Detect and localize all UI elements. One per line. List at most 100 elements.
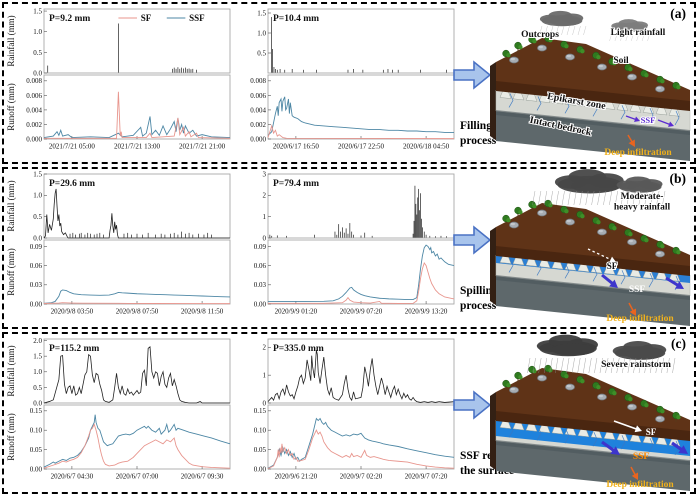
rock-highlight [628,404,633,408]
rain-series-line [43,345,230,404]
ssf-series-line [267,417,455,469]
rain-ytick-label: 1.0 [33,28,42,36]
runoff-ytick-label: 0.006 [250,92,266,100]
chart-block-c-right: 0 1 2 0.00 0.05 0.10 0.15 2020/9/6 21:20 2020/9/… [234,334,458,492]
sf-series-line [43,423,231,469]
runoff-ytick-label: 0.10 [254,427,267,435]
tree-canopy [548,203,553,208]
rain-streak [532,357,536,374]
tree-canopy [628,397,633,402]
rain-ytick-label: 2 [263,344,267,352]
rain-streak [641,32,645,42]
fissure-flow-line [648,438,654,453]
rain-streak [644,357,648,374]
rainfall-axis-title: Rainfall (mm) [6,345,16,396]
cloud-puff [550,17,581,26]
intact-bedrock-layer [496,440,690,491]
tree-canopy [644,238,649,243]
rainfall-runoff-chart-b-left: 0.0 0.5 1.0 1.5 0.00 0.03 0.06 0.09 2020/9/8 03:… [6,170,231,316]
fissure-flow-line [564,264,570,279]
runoff-ytick-label: 0.004 [26,106,42,114]
karst-diagram-b: Moderate-heavy rainfall SF SSF Deep infiltr… [490,169,691,326]
runoff-ytick-label: 0.03 [30,281,43,289]
diagram-label-ssf: SSF [641,115,656,125]
rock-highlight [656,416,661,420]
chart-block-a-right: 0.5 1.0 1.5 0.000 0.002 0.004 0.006 0.008 2020/6… [234,4,458,162]
ssf-series-line [267,96,454,136]
chart-root: 0.0 0.5 1.0 1.5 0.00 0.03 0.06 0.09 2020/9/8 03:… [6,170,231,316]
fissure-flow-line [592,267,598,282]
diagram-root: Moderate-heavy rainfall SF SSF Deep infiltr… [490,169,691,326]
rainfall-subplot-frame [43,338,231,404]
fissure-flow-line [508,93,514,108]
rain-streak [532,190,536,206]
rock-highlight [598,394,603,398]
chart-root: 0.5 1.0 1.5 0.000 0.002 0.004 0.006 0.008 2020/6… [250,8,455,151]
rain-streak [662,190,666,206]
panel-letter-a: (a) [670,6,686,21]
diagram-label-ssf: SSF [633,452,650,462]
fissure-flow-line [620,435,626,450]
runoff-axis-title: Runoff (mm) [6,248,16,296]
tree-canopy [580,49,585,54]
diagram-label-rain_type: Light rainfall [611,28,666,38]
legend-sf-label: SF [141,13,152,23]
ssf-series-line [43,414,231,468]
rain-ytick-label: 2.0 [33,337,42,345]
rainfall-runoff-chart-a-left: 0.0 0.5 1.0 1.5 0.000 0.002 0.004 0.006 0.008 202… [6,7,231,151]
fissure-flow-line [648,273,654,288]
rain-streak [672,357,676,374]
rain-streak [614,190,618,206]
arrow-shaft [625,115,637,121]
rainfall-runoff-chart-c-right: 0 1 2 0.00 0.05 0.10 0.15 2020/9/6 21:20 2020/9/… [254,338,455,481]
fissure-flow-line [564,429,570,444]
arrow-head [634,116,640,122]
tree-canopy [628,67,633,72]
rain-streak [544,25,548,36]
tree-canopy [676,415,681,420]
rain-cloud-icon [536,334,598,357]
runoff-ytick-label: 0.10 [30,427,43,435]
rain-streak [591,190,595,206]
karst-diagram-c: Severe rainstorm SF SSF Deep infiltration [490,334,691,491]
rain-streak [609,32,613,42]
flow-arrow-icon [453,390,492,420]
bedrock-top-band [496,275,690,300]
runoff-ytick-label: 0.00 [254,465,267,473]
rain-streak [561,190,565,206]
runoff-ytick-label: 0.000 [250,135,266,143]
panel-b: 0.0 0.5 1.0 1.5 0.00 0.03 0.06 0.09 2020/9/8 03:… [2,167,696,329]
rain-streak [666,357,670,374]
diagram-label-rain_type: Severe rainstorm [601,360,671,370]
rain-streak [644,190,648,206]
ssf-series-line [43,116,231,139]
x-tick-label: 2020/6/7 09:30 [181,473,224,481]
rain-streak [577,25,581,36]
tree-canopy [580,214,585,219]
panel-c: 0.0 0.5 1.0 1.5 2.0 0.00 0.05 0.10 0.15 2020/6/7 … [2,332,696,494]
rain-streak [647,32,651,42]
rain-streak [583,25,587,36]
rock-highlight [566,384,571,388]
rain-ytick-label: 1.0 [257,29,266,37]
rain-streak [620,32,624,42]
runoff-ytick-label: 0.15 [30,407,43,415]
rain-streak [594,357,598,374]
block-arrow-shape [453,390,492,420]
arrow-head [631,472,639,480]
fissure-flow-line [674,110,680,126]
x-tick-label: 2021/7/21 13:00 [114,143,161,151]
rain-ytick-label: 1.5 [33,353,42,361]
rain-ytick-label: 3 [263,170,267,178]
rock-highlight [656,251,661,255]
rain-streak [549,190,553,206]
runoff-ytick-label: 0.00 [30,465,43,473]
tree-canopy [532,204,537,209]
tree-canopy [518,210,523,215]
rain-ytick-label: 0.5 [33,49,42,57]
tree-canopy [612,391,617,396]
fissure-flow-line [508,258,514,273]
rain-ytick-label: 0.5 [33,213,42,221]
diagram-label-ssf: SSF [629,285,646,295]
